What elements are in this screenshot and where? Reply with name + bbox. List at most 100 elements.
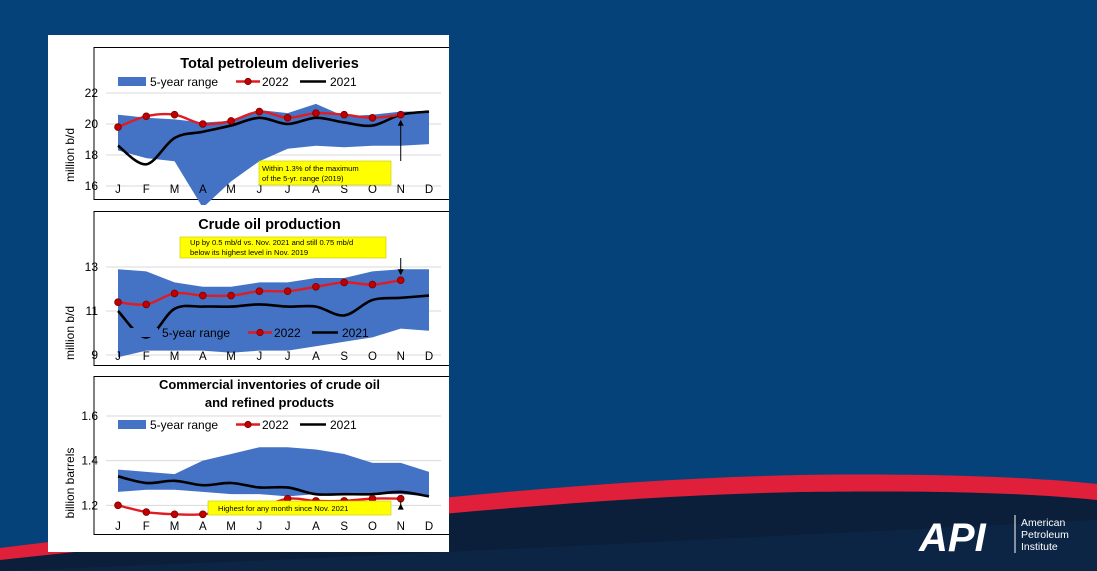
y-axis-label: million b/d — [63, 306, 77, 360]
x-tick-label: M — [226, 521, 236, 533]
series-2022-point — [170, 289, 179, 298]
annotation-text-line1: Up by 0.5 mb/d vs. Nov. 2021 and still 0… — [190, 238, 353, 247]
org-name-line1: American — [1021, 517, 1066, 529]
x-tick-label: J — [285, 184, 291, 196]
legend-label-range: 5-year range — [150, 418, 218, 432]
series-2022-point — [142, 112, 151, 121]
x-tick-label: A — [199, 351, 207, 363]
series-2022-point — [340, 278, 348, 287]
legend-swatch-range — [118, 420, 146, 429]
x-tick-label: F — [143, 184, 150, 196]
annotation-box — [179, 236, 387, 259]
x-tick-label: S — [340, 521, 348, 533]
range-band — [118, 103, 429, 205]
y-tick-label: 1.4 — [81, 454, 98, 468]
x-tick-label: A — [312, 351, 320, 363]
y-tick-label: 1.2 — [81, 498, 98, 512]
y-tick-label: 22 — [85, 86, 99, 100]
series-2022-point — [255, 107, 264, 116]
x-tick-label: D — [425, 184, 433, 196]
x-tick-label: J — [115, 184, 121, 196]
legend-label-2021: 2021 — [330, 418, 357, 432]
x-tick-label: N — [397, 521, 405, 533]
series-2022-point — [368, 114, 377, 122]
legend-label-2021: 2021 — [330, 75, 357, 89]
annotation-text-line1: Highest for any month since Nov. 2021 — [218, 504, 348, 513]
y-tick-label: 1.6 — [81, 409, 98, 423]
legend-marker-2022 — [256, 328, 264, 337]
x-tick-label: J — [285, 521, 291, 533]
legend-swatch-range — [130, 328, 158, 337]
legend-label-2022: 2022 — [274, 326, 301, 340]
annotation-arrowhead — [397, 269, 404, 276]
series-2021-line — [117, 475, 430, 498]
legend-label-2022: 2022 — [262, 75, 289, 89]
series-2022-point — [227, 117, 235, 125]
chart-title-line1: Commercial inventories of crude oil — [159, 377, 380, 392]
y-tick-label: 18 — [85, 148, 99, 162]
annotation-box — [258, 160, 392, 186]
series-2022-point — [170, 510, 179, 519]
annotation-box — [207, 500, 392, 516]
series-2021-line — [117, 294, 430, 339]
series-2022-point — [340, 110, 348, 119]
series-2022-point — [283, 114, 292, 122]
y-tick-label: 13 — [85, 260, 99, 274]
y-tick-label: 20 — [85, 117, 99, 131]
x-tick-label: J — [256, 351, 262, 363]
legend-label-range: 5-year range — [162, 326, 230, 340]
crude-production-chart: Crude oil production791113million b/dJFM… — [63, 211, 449, 366]
x-tick-label: M — [226, 184, 236, 196]
x-tick-label: J — [115, 521, 121, 533]
y-tick-label: 16 — [85, 179, 99, 193]
org-name-line2: Petroleum — [1021, 529, 1069, 541]
api-logo: API — [918, 515, 1016, 560]
series-2022-point — [142, 508, 151, 516]
annotation-text-line2: below its highest level in Nov. 2019 — [190, 248, 308, 257]
x-tick-label: O — [368, 521, 377, 533]
legend-label-2022: 2022 — [262, 418, 289, 432]
annotation-text-line1: Within 1.3% of the maximum — [262, 164, 359, 173]
x-tick-label: J — [285, 351, 291, 363]
series-2022-point — [114, 298, 122, 306]
y-axis-label: billion barrels — [63, 448, 77, 519]
x-tick-label: A — [199, 184, 207, 196]
x-tick-label: A — [312, 184, 320, 196]
legend-marker-2022 — [244, 77, 252, 86]
series-2022-point — [199, 510, 207, 519]
charts-panel: Total petroleum deliveries1416182022mill… — [48, 35, 449, 552]
x-tick-label: O — [368, 351, 377, 363]
x-tick-label: J — [256, 184, 262, 196]
series-2021-line — [117, 110, 430, 166]
chart-title: Crude oil production — [198, 217, 341, 233]
x-tick-label: M — [170, 184, 180, 196]
y-tick-label: 9 — [91, 348, 98, 362]
legend-label-range: 5-year range — [150, 75, 218, 89]
x-tick-label: N — [397, 184, 405, 196]
x-tick-label: J — [256, 521, 262, 533]
legend-label-2021: 2021 — [342, 326, 369, 340]
api-logo-text: API — [918, 516, 987, 560]
series-2022-point — [312, 283, 320, 291]
series-2022-point — [199, 120, 207, 128]
series-2022-point — [199, 291, 207, 300]
range-band — [118, 269, 429, 358]
series-2022-point — [114, 123, 122, 131]
x-tick-label: M — [226, 351, 236, 363]
x-tick-label: A — [312, 521, 320, 533]
x-tick-label: D — [425, 521, 433, 533]
series-2022-point — [114, 501, 122, 510]
x-tick-label: O — [368, 184, 377, 196]
legend-swatch-range — [118, 77, 146, 86]
inventories-chart: Commercial inventories of crude oil and r… — [63, 376, 449, 535]
series-2022-point — [312, 109, 320, 117]
x-tick-label: J — [115, 351, 121, 363]
x-tick-label: M — [170, 351, 180, 363]
deliveries-chart: Total petroleum deliveries1416182022mill… — [63, 47, 449, 205]
x-tick-label: N — [397, 351, 405, 363]
x-tick-label: S — [340, 184, 348, 196]
org-name-line3: Institute — [1021, 541, 1058, 553]
x-tick-label: A — [199, 521, 207, 533]
series-2022-point — [283, 287, 292, 295]
x-tick-label: F — [143, 351, 150, 363]
